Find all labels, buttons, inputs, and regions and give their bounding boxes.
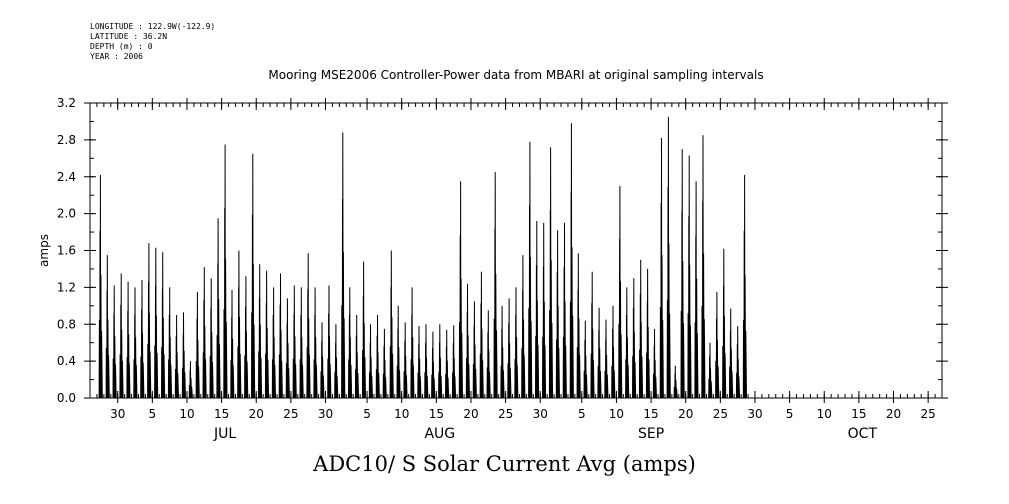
year-label: YEAR : 2006 xyxy=(90,52,143,61)
x-tick-label: 30 xyxy=(747,407,762,421)
y-axis-label: amps xyxy=(37,234,51,267)
x-tick-label: 20 xyxy=(249,407,264,421)
y-tick-label: 0.0 xyxy=(57,391,76,405)
depth-label: DEPTH (m) : 0 xyxy=(90,42,153,51)
x-tick-label: 20 xyxy=(678,407,693,421)
y-tick-label: 3.2 xyxy=(57,96,76,110)
y-tick-label: 0.4 xyxy=(57,354,76,368)
y-tick-label: 1.6 xyxy=(57,244,76,258)
y-tick-label: 1.2 xyxy=(57,280,76,294)
x-tick-label: 10 xyxy=(179,407,194,421)
y-tick-label: 2.8 xyxy=(57,133,76,147)
latitude-label: LATITUDE : 36.2N xyxy=(90,32,168,41)
x-tick-label: 25 xyxy=(283,407,298,421)
x-tick-label: 30 xyxy=(110,407,125,421)
x-tick-label: 15 xyxy=(643,407,658,421)
x-tick-label: 30 xyxy=(533,407,548,421)
x-tick-label: 25 xyxy=(498,407,513,421)
x-tick-label: 20 xyxy=(463,407,478,421)
x-tick-label: 5 xyxy=(786,407,794,421)
x-tick-label: 25 xyxy=(713,407,728,421)
x-tick-label: 15 xyxy=(851,407,866,421)
x-tick-label: 10 xyxy=(817,407,832,421)
x-tick-label: 20 xyxy=(886,407,901,421)
longitude-label: LONGITUDE : 122.9W(-122.9) xyxy=(90,22,216,31)
x-tick-label: 10 xyxy=(394,407,409,421)
series-line xyxy=(98,116,747,399)
y-tick-label: 2.4 xyxy=(57,170,76,184)
x-tick-label: 5 xyxy=(149,407,157,421)
y-tick-label: 0.8 xyxy=(57,317,76,331)
x-tick-label: 25 xyxy=(921,407,936,421)
chart-title: Mooring MSE2006 Controller-Power data fr… xyxy=(268,68,764,82)
x-tick-label: 30 xyxy=(318,407,333,421)
month-label: SEP xyxy=(638,426,664,442)
mooring-metadata: LONGITUDE : 122.9W(-122.9) LATITUDE : 36… xyxy=(90,22,215,62)
y-tick-label: 2.0 xyxy=(57,207,76,221)
x-tick-label: 10 xyxy=(609,407,624,421)
variable-caption: ADC10/ S Solar Current Avg (amps) xyxy=(313,452,696,476)
month-label: JUL xyxy=(213,426,236,442)
month-label: OCT xyxy=(848,426,878,442)
month-label: AUG xyxy=(424,426,455,442)
x-tick-label: 5 xyxy=(363,407,371,421)
x-tick-label: 15 xyxy=(429,407,444,421)
x-tick-label: 5 xyxy=(578,407,586,421)
x-tick-label: 15 xyxy=(214,407,229,421)
